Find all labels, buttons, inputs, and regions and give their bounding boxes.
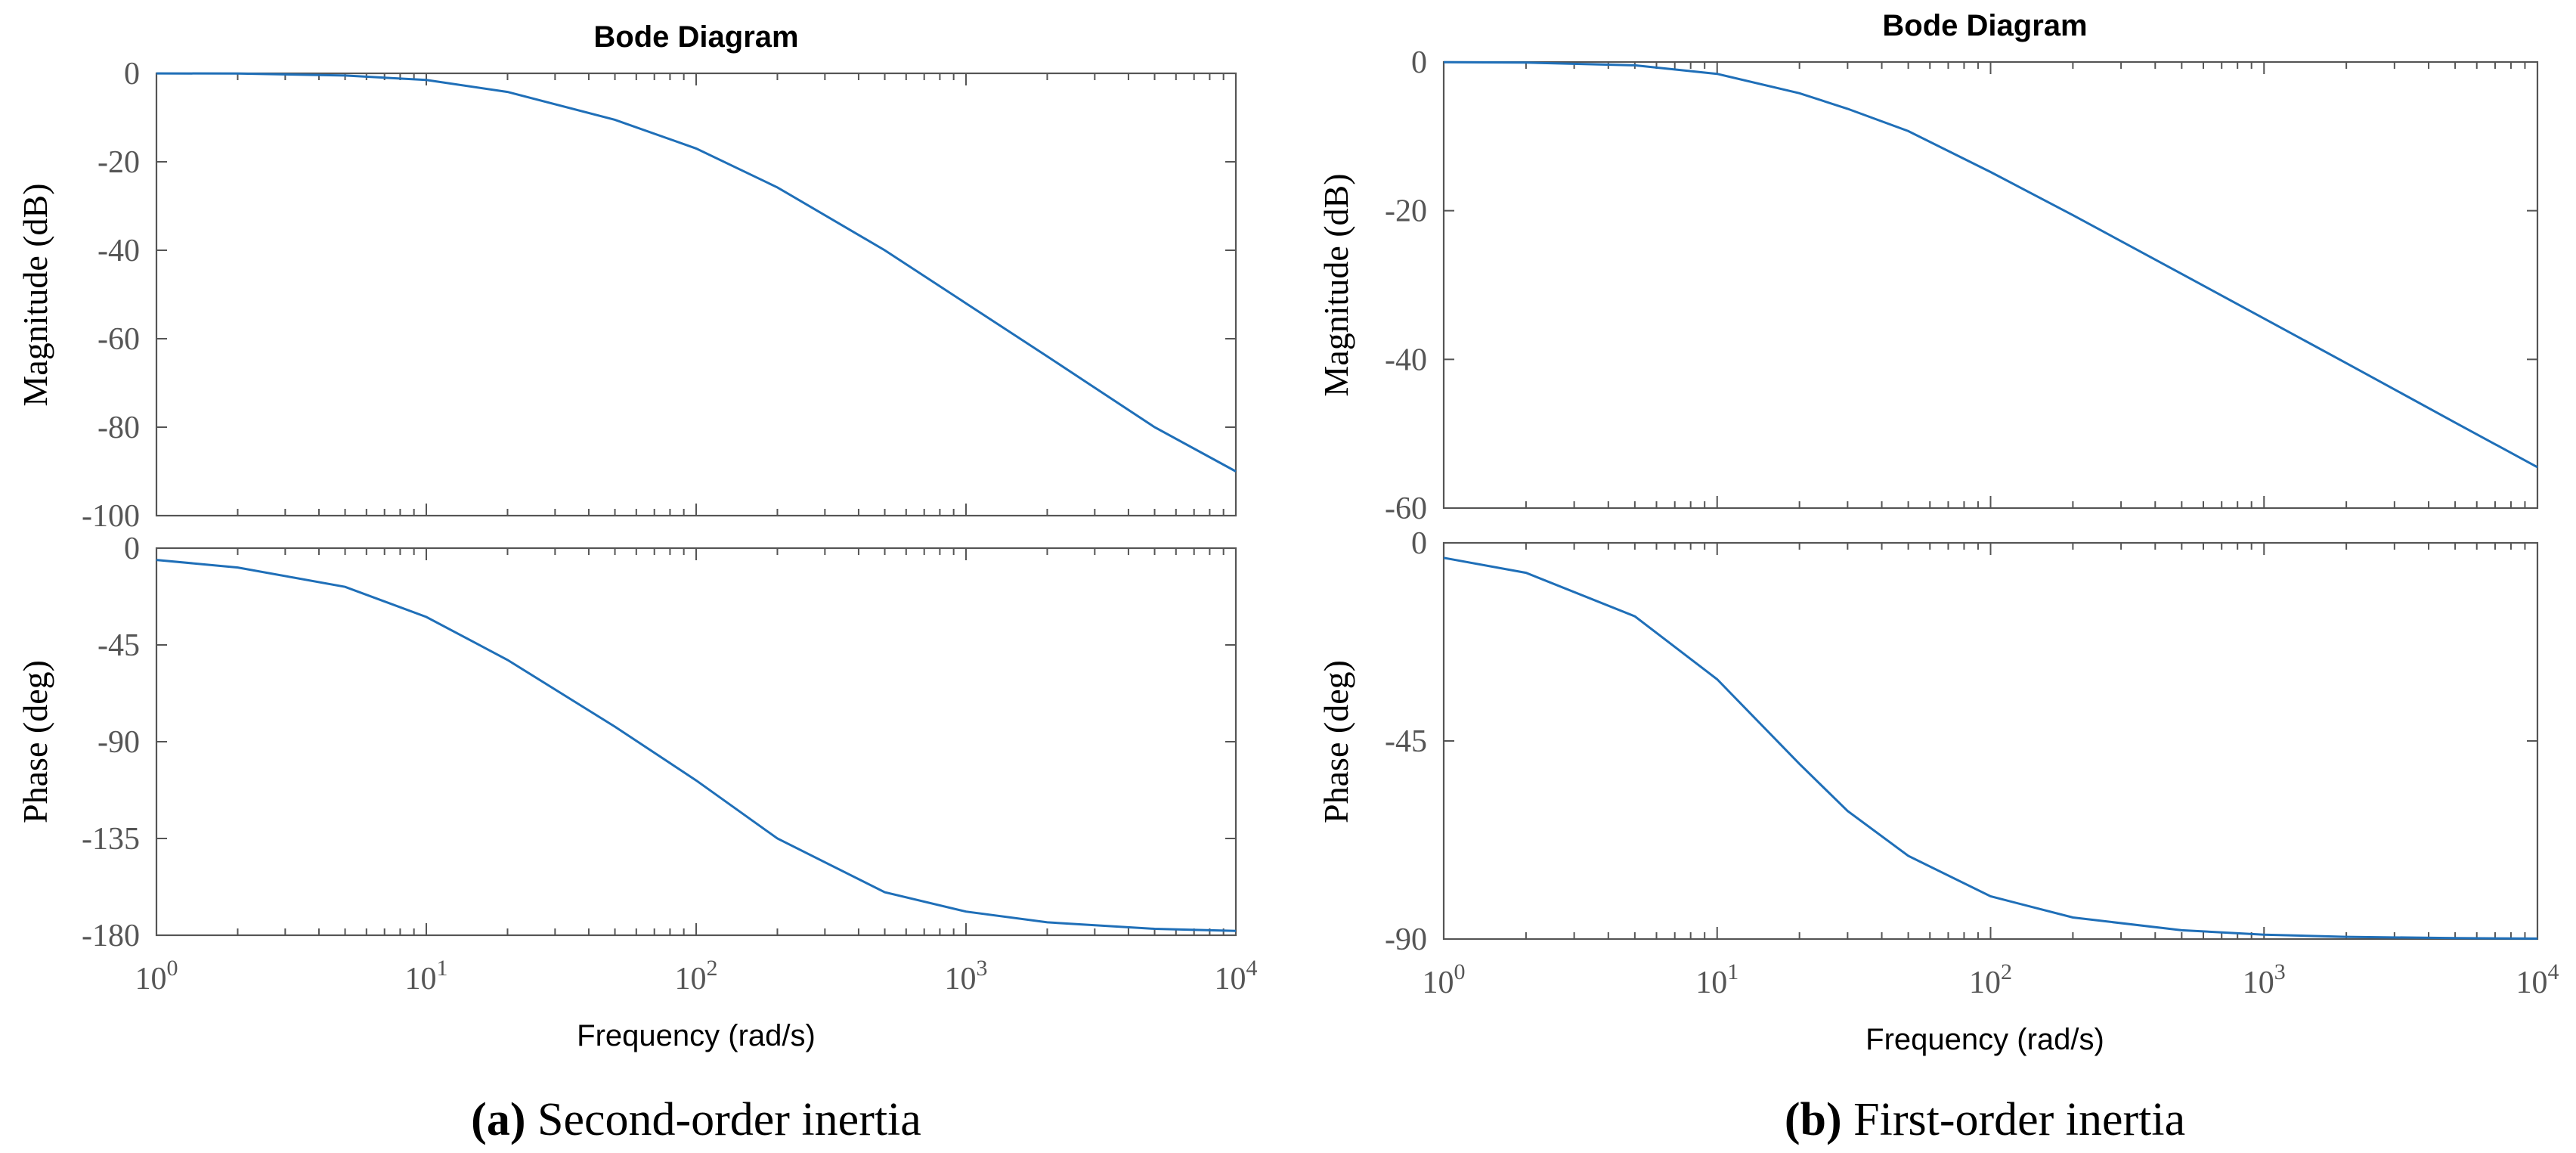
panel-a-xlabel: Frequency (rad/s) [577, 1019, 816, 1052]
panel-a-xtick-label: 102 [675, 956, 718, 996]
panel-a-phase-xminor [156, 548, 1225, 935]
panel-a-caption-label: (a) [471, 1094, 525, 1145]
panel-b-xtick-label: 101 [1695, 959, 1738, 1000]
panel-b: Bode Diagram 0 -20 -40 -60 Magnitude (dB) 0… [1317, 9, 2559, 1145]
panel-b-magnitude-xminor [1443, 62, 2526, 508]
panel-b-magnitude-ytick-label: -60 [1385, 491, 1427, 526]
panel-b-title: Bode Diagram [1882, 9, 2087, 42]
panel-a-phase-ylabel: Phase (deg) [16, 660, 54, 823]
panel-b-xtick-label: 104 [2516, 959, 2559, 1000]
panel-b-xlabel: Frequency (rad/s) [1865, 1023, 2104, 1056]
panel-b-xtick-label: 103 [2243, 959, 2286, 1000]
panel-a-x-tick-labels: 100 101 102 103 104 [135, 956, 1258, 996]
panel-a-xtick-label: 101 [405, 956, 448, 996]
panel-b-magnitude-ytick-label: -40 [1385, 342, 1427, 377]
panel-b-phase-ylabel: Phase (deg) [1317, 660, 1355, 823]
panel-a-xtick-label: 103 [945, 956, 988, 996]
panel-b-xtick-label: 102 [1969, 959, 2012, 1000]
panel-b-caption-text: First-order inertia [1853, 1094, 2185, 1145]
panel-b-phase-xminor [1443, 543, 2526, 939]
panel-a-xtick-label: 100 [135, 956, 178, 996]
panel-a-magnitude-ticks: 0 -20 -40 -60 -80 -100 [82, 57, 1236, 534]
panel-a-title: Bode Diagram [593, 20, 798, 54]
panel-a-phase-curve [156, 559, 1237, 932]
panel-a-magnitude-curve [156, 72, 1237, 473]
panel-a-magnitude-ytick-label: -20 [98, 145, 140, 180]
panel-a-xtick-label: 104 [1215, 956, 1258, 996]
panel-a-caption-text: Second-order inertia [537, 1094, 921, 1145]
panel-a-magnitude-axes: 0 -20 -40 -60 -80 -100 Magnitude (dB) [16, 57, 1237, 534]
panel-a-magnitude-xminor [156, 73, 1225, 516]
panel-a-phase-ytick-label: -45 [98, 628, 140, 663]
panel-a-magnitude-ytick-label: -60 [98, 322, 140, 357]
panel-b-phase-ytick-label: -45 [1385, 724, 1427, 759]
panel-b-magnitude-ticks: 0 -20 -40 -60 [1385, 45, 2537, 526]
panel-a-magnitude-ylabel: Magnitude (dB) [16, 183, 54, 406]
panel-a-phase-ytick-label: -90 [98, 725, 140, 760]
panel-b-phase-ticks: 0 -45 -90 [1385, 526, 2537, 957]
panel-b-magnitude-axes: 0 -20 -40 -60 Magnitude (dB) [1317, 45, 2539, 526]
panel-a-phase-ytick-label: -135 [82, 822, 140, 857]
panel-b-x-tick-labels: 100 101 102 103 104 [1423, 959, 2559, 1000]
panel-b-magnitude-ytick-label: 0 [1411, 45, 1427, 80]
panel-b-caption: (b) First-order inertia [1785, 1094, 2185, 1145]
panel-b-phase-ytick-label: 0 [1411, 526, 1427, 561]
panel-a-phase-frame [155, 547, 1237, 937]
panel-a-magnitude-frame [155, 72, 1237, 517]
panel-a: Bode Diagram 0 -20 -40 -60 -80 -100 Magnitude… [16, 20, 1258, 1145]
panel-b-magnitude-ytick-label: -20 [1385, 194, 1427, 229]
panel-a-magnitude-ytick-label: -40 [98, 234, 140, 268]
panel-a-phase-ticks: 0 -45 -90 -135 -180 [82, 532, 1236, 953]
panel-b-caption-label: (b) [1785, 1094, 1842, 1145]
panel-a-phase-axes: 0 -45 -90 -135 -180 Phase (deg) [16, 532, 1237, 953]
panel-a-caption: (a) Second-order inertia [471, 1094, 921, 1145]
panel-a-phase-ytick-label: 0 [124, 532, 140, 566]
panel-a-magnitude-ytick-label: -80 [98, 411, 140, 445]
panel-b-phase-axes: 0 -45 -90 Phase (deg) [1317, 526, 2539, 957]
panel-b-magnitude-curve [1443, 60, 2538, 469]
panel-b-phase-frame [1442, 541, 2539, 941]
panel-a-magnitude-ytick-label: 0 [124, 57, 140, 91]
panel-b-magnitude-ylabel: Magnitude (dB) [1317, 173, 1355, 396]
panel-b-xtick-label: 100 [1423, 959, 1466, 1000]
panel-a-phase-ytick-label: -180 [82, 919, 140, 953]
panel-b-phase-curve [1443, 556, 2538, 940]
panel-a-magnitude-ytick-label: -100 [82, 499, 140, 534]
panel-b-magnitude-frame [1442, 60, 2539, 510]
panel-b-phase-ytick-label: -90 [1385, 922, 1427, 957]
